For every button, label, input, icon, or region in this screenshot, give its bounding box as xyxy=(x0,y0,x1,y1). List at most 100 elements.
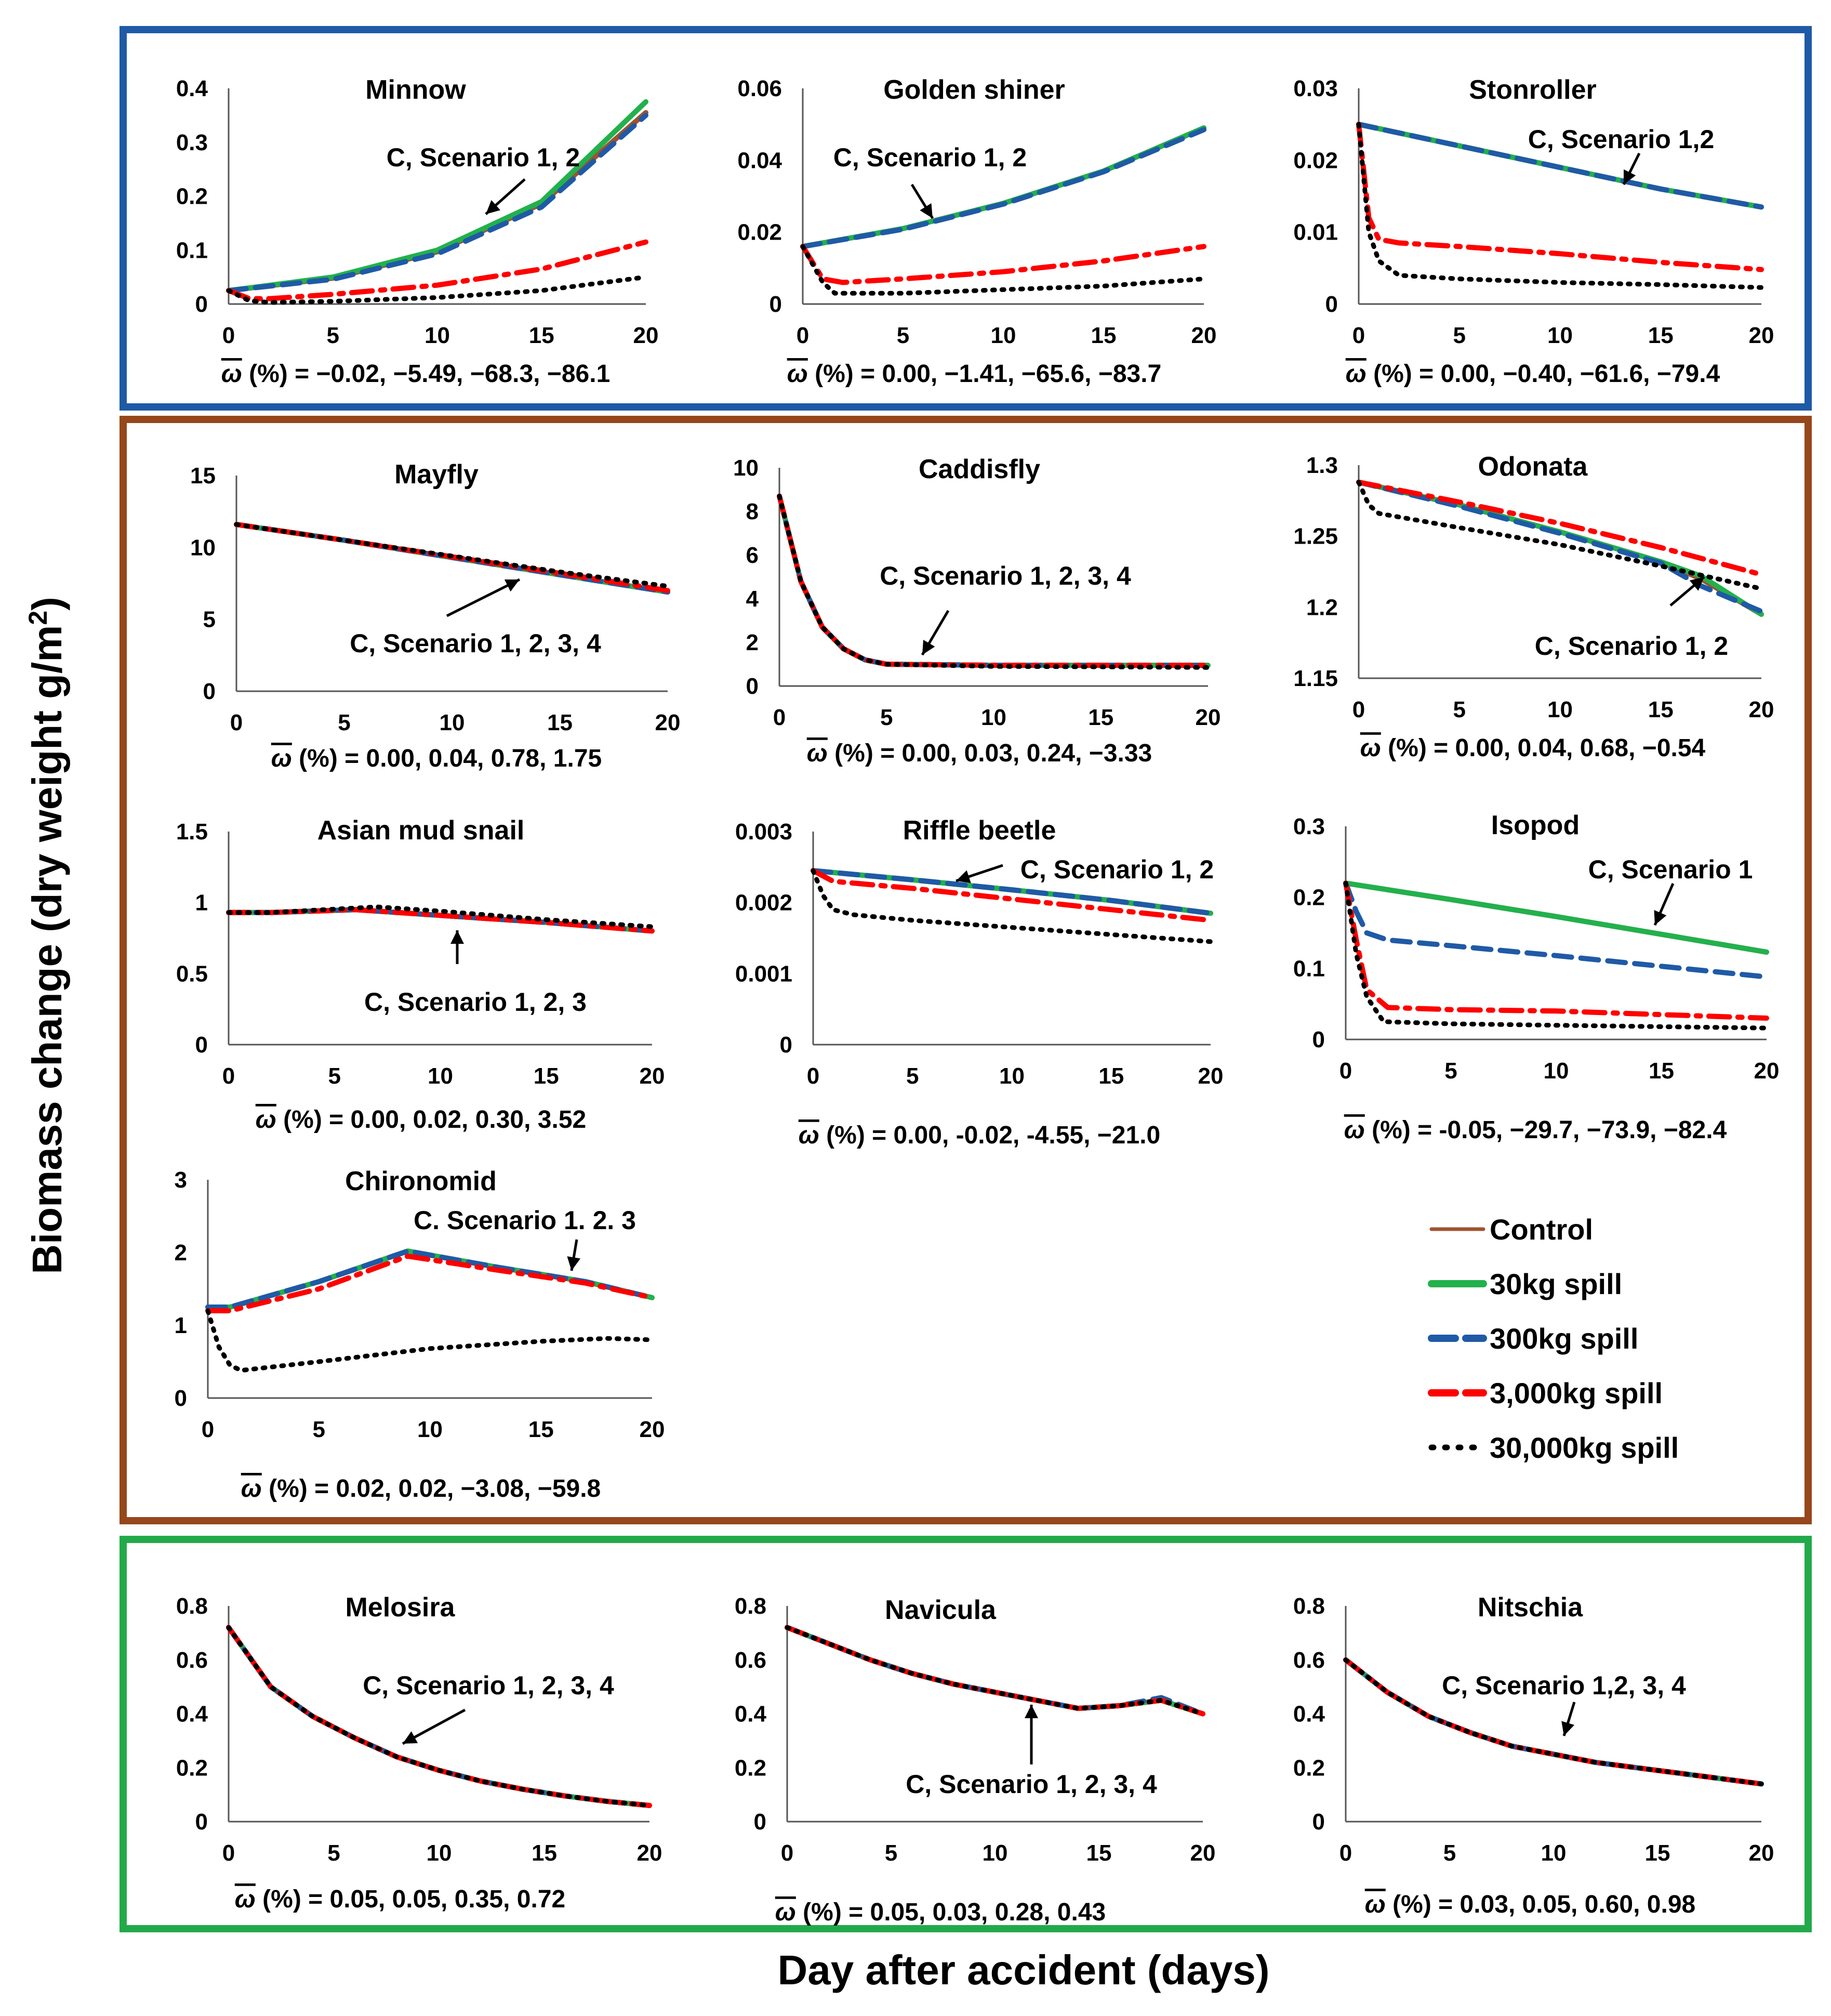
nitschia-omega-summary: ω (%) = 0.03, 0.05, 0.60, 0.98 xyxy=(1365,1891,1695,1918)
minnow-title: Minnow xyxy=(365,75,466,105)
y-axis-title-superscript: 2 xyxy=(23,611,52,625)
stonroller-annotation-arrowhead xyxy=(1624,169,1636,185)
odonata-annotation: C, Scenario 1, 2 xyxy=(1535,631,1728,661)
stonroller-title: Stonroller xyxy=(1469,75,1597,105)
chironomid-series-3-000kg-spill xyxy=(205,1254,655,1313)
caddisfly-x-tick-label: 20 xyxy=(1196,705,1221,730)
mayfly-y-tick-label: 5 xyxy=(203,607,216,633)
chironomid-title: Chironomid xyxy=(345,1166,497,1196)
stonroller-y-tick-label: 0 xyxy=(1325,292,1338,317)
isopod-y-tick-label: 0.2 xyxy=(1293,885,1325,911)
caddisfly-y-tick-label: 4 xyxy=(746,586,759,612)
melosira-y-tick-label: 0.8 xyxy=(176,1593,208,1619)
fish-group-frame xyxy=(120,26,1812,411)
isopod-series-30kg-spill xyxy=(1343,880,1769,955)
panel-melosira: 0 5 10 15 20 0 0.2 0.4 0.6 0.8 Melosira C, Scenario… xyxy=(176,1592,662,1913)
riffle-beetle-title: Riffle beetle xyxy=(903,815,1056,846)
riffle-beetle-y-tick-label: 0.002 xyxy=(735,890,792,916)
nitschia-series-30-000kg-spill xyxy=(1343,1657,1764,1786)
mayfly-title: Mayfly xyxy=(394,459,479,490)
melosira-x-tick-label: 15 xyxy=(532,1840,557,1866)
minnow-x-tick-label: 5 xyxy=(327,323,339,348)
caddisfly-y-tick-label: 8 xyxy=(746,499,759,524)
isopod-x-tick-label: 0 xyxy=(1339,1058,1352,1084)
chironomid-x-tick-label: 15 xyxy=(528,1417,554,1442)
stonroller-x-tick-label: 5 xyxy=(1453,323,1466,348)
mayfly-omega-symbol: ω xyxy=(271,745,292,772)
nitschia-x-tick-label: 0 xyxy=(1339,1840,1352,1866)
chironomid-annotation: C. Scenario 1. 2. 3 xyxy=(414,1206,636,1235)
minnow-y-tick-label: 0.2 xyxy=(176,184,208,209)
asian-mud-snail-title: Asian mud snail xyxy=(317,815,525,846)
mayfly-x-tick-label: 0 xyxy=(230,710,243,735)
mayfly-y-tick-label: 10 xyxy=(190,535,216,560)
chironomid-x-tick-label: 0 xyxy=(202,1417,214,1442)
panel-mayfly: 0 5 10 15 20 0 5 10 15 Mayfly C, Scenario 1, 2, 3,… xyxy=(190,459,680,772)
caddisfly-y-tick-label: 6 xyxy=(746,543,759,568)
panel-minnow: 0 5 10 15 20 0 0.1 0.2 0.3 0.4 Minnow C, Scenario 1… xyxy=(176,75,659,388)
isopod-omega-summary: ω (%) = -0.05, −29.7, −73.9, −82.4 xyxy=(1344,1116,1727,1144)
navicula-x-tick-label: 15 xyxy=(1086,1840,1112,1866)
panel-caddisfly: 0 5 10 15 20 0 2 4 6 8 10 Caddisfly C, Scenario 1, 2… xyxy=(733,454,1220,767)
navicula-y-tick-label: 0.2 xyxy=(735,1755,766,1781)
mayfly-annotation: C, Scenario 1, 2, 3, 4 xyxy=(350,629,601,658)
melosira-y-tick-label: 0.2 xyxy=(176,1755,208,1781)
minnow-annotation-arrowhead xyxy=(486,200,501,214)
nitschia-x-tick-label: 5 xyxy=(1443,1840,1456,1866)
minnow-omega-summary: ω (%) = −0.02, −5.49, −68.3, −86.1 xyxy=(221,360,611,388)
golden-shiner-series-30-000kg-spill xyxy=(800,244,1206,296)
navicula-y-tick-label: 0.6 xyxy=(735,1648,766,1673)
navicula-annotation: C, Scenario 1, 2, 3, 4 xyxy=(906,1770,1157,1799)
stonroller-x-tick-label: 15 xyxy=(1648,323,1674,348)
golden-shiner-series-300kg-spill xyxy=(800,127,1206,249)
stonroller-x-tick-label: 10 xyxy=(1547,323,1573,348)
golden-shiner-y-tick-label: 0.04 xyxy=(737,148,782,173)
riffle-beetle-x-tick-label: 20 xyxy=(1198,1063,1224,1089)
isopod-y-tick-label: 0 xyxy=(1312,1027,1325,1052)
isopod-title: Isopod xyxy=(1491,810,1580,840)
golden-shiner-annotation: C, Scenario 1, 2 xyxy=(833,143,1027,172)
navicula-y-tick-label: 0 xyxy=(754,1809,766,1835)
isopod-annotation-arrowhead xyxy=(1654,910,1667,925)
asian-mud-snail-y-tick-label: 1 xyxy=(195,890,208,916)
navicula-x-tick-label: 20 xyxy=(1190,1840,1216,1866)
asian-mud-snail-y-tick-label: 1.5 xyxy=(176,819,208,845)
golden-shiner-title: Golden shiner xyxy=(883,75,1065,105)
riffle-beetle-y-tick-label: 0.001 xyxy=(735,961,792,986)
asian-mud-snail-annotation-arrowhead xyxy=(450,930,464,944)
asian-mud-snail-x-tick-label: 15 xyxy=(534,1063,559,1089)
diatom-group-frame xyxy=(120,1536,1812,1932)
isopod-y-tick-label: 0.3 xyxy=(1293,814,1325,839)
asian-mud-snail-omega-summary: ω (%) = 0.00, 0.02, 0.30, 3.52 xyxy=(256,1106,586,1134)
nitschia-annotation-arrowhead xyxy=(1561,1721,1575,1736)
golden-shiner-x-tick-label: 10 xyxy=(991,323,1016,348)
navicula-x-tick-label: 0 xyxy=(781,1840,793,1866)
panel-chironomid: 0 5 10 15 20 0 1 2 3 Chironomid C. Scenario 1. 2. … xyxy=(175,1166,665,1503)
minnow-series-300kg-spill xyxy=(226,112,648,294)
odonata-y-tick-label: 1.25 xyxy=(1293,524,1338,549)
mayfly-omega-summary: ω (%) = 0.00, 0.04, 0.78, 1.75 xyxy=(271,745,602,772)
melosira-y-tick-label: 0 xyxy=(195,1809,208,1835)
mayfly-x-tick-label: 20 xyxy=(655,710,681,735)
chironomid-annotation-arrowhead xyxy=(567,1256,581,1271)
riffle-beetle-y-tick-label: 0.003 xyxy=(735,819,792,845)
panel-asian-mud-snail: 0 5 10 15 20 0 0.5 1 1.5 Asian mud snail C, Scenar… xyxy=(176,815,665,1134)
minnow-y-tick-label: 0.4 xyxy=(176,76,208,101)
caddisfly-annotation: C, Scenario 1, 2, 3, 4 xyxy=(880,561,1131,590)
asian-mud-snail-omega-symbol: ω xyxy=(256,1106,276,1134)
nitschia-omega-symbol: ω xyxy=(1365,1891,1386,1918)
nitschia-y-tick-label: 0.2 xyxy=(1293,1755,1325,1781)
panel-navicula: 0 5 10 15 20 0 0.2 0.4 0.6 0.8 Navicula C, Scenario… xyxy=(735,1593,1216,1926)
navicula-omega-symbol: ω xyxy=(775,1899,796,1926)
golden-shiner-x-tick-label: 5 xyxy=(897,323,909,348)
golden-shiner-omega-symbol: ω xyxy=(787,360,808,388)
odonata-y-tick-label: 1.3 xyxy=(1306,453,1338,478)
caddisfly-x-tick-label: 15 xyxy=(1088,705,1113,730)
stonroller-series-30-000kg-spill xyxy=(1356,122,1764,290)
odonata-y-tick-label: 1.15 xyxy=(1293,666,1338,691)
golden-shiner-x-tick-label: 20 xyxy=(1191,323,1217,348)
navicula-y-tick-label: 0.4 xyxy=(735,1702,767,1727)
legend-label-3-000kg-spill: 3,000kg spill xyxy=(1490,1377,1663,1409)
panel-stonroller: 0 5 10 15 20 0 0.01 0.02 0.03 Stonroller C, Scenar… xyxy=(1293,75,1774,388)
